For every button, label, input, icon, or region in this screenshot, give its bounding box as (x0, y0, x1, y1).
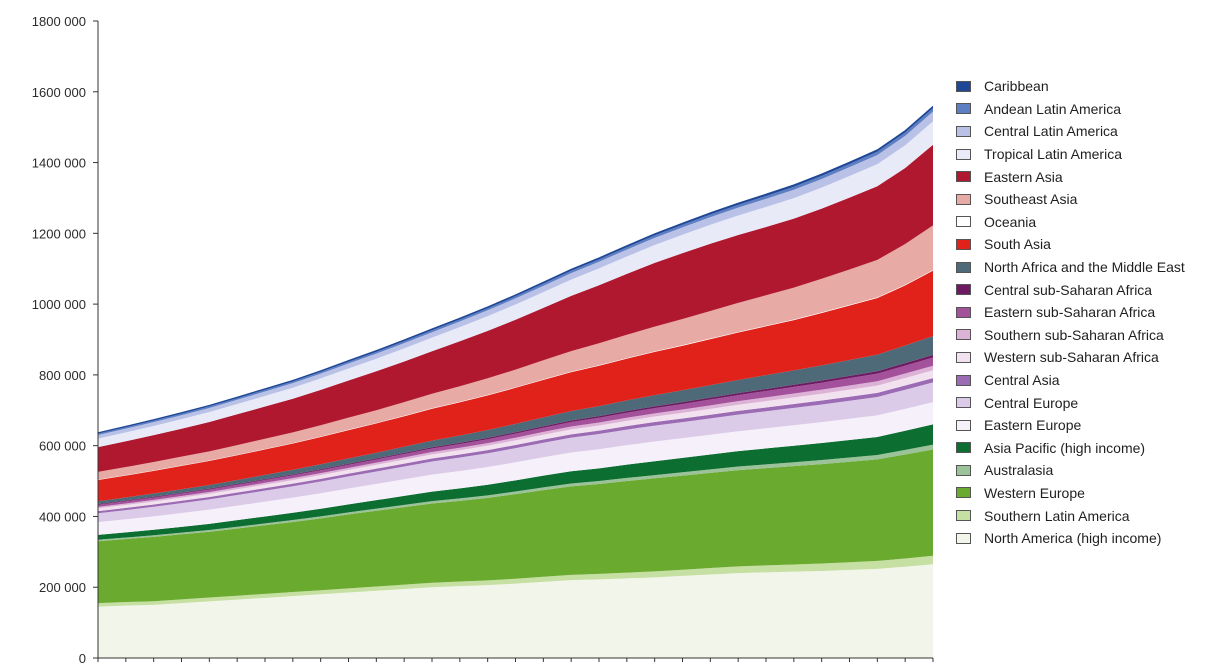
area-central-europe (98, 382, 933, 523)
y-tick-label: 1800 000 (32, 14, 86, 29)
legend-item: Southern sub-Saharan Africa (956, 324, 1218, 347)
legend-label: Andean Latin America (984, 100, 1121, 117)
legend-swatch (956, 148, 971, 160)
legend-label: Eastern Asia (984, 168, 1063, 185)
legend-item: Southeast Asia (956, 188, 1218, 211)
legend-label: Eastern sub-Saharan Africa (984, 304, 1156, 321)
area-australasia (98, 444, 933, 542)
legend-item: Eastern Asia (956, 165, 1218, 188)
area-series-group (98, 105, 933, 658)
legend-item: Tropical Latin America (956, 143, 1218, 166)
legend-label: Western Europe (984, 484, 1085, 501)
legend-item: Oceania (956, 211, 1218, 234)
legend-label: Eastern Europe (984, 417, 1082, 434)
legend-label: Western sub-Saharan Africa (984, 349, 1159, 366)
legend-item: Southern Latin America (956, 504, 1218, 527)
legend-item: Central Latin America (956, 120, 1218, 143)
legend-swatch (956, 216, 971, 228)
y-tick-label: 800 000 (39, 368, 86, 383)
legend-swatch (956, 351, 971, 363)
legend-item: Central Asia (956, 369, 1218, 392)
y-tick-label: 0 (79, 651, 86, 663)
legend-label: Central Europe (984, 394, 1079, 411)
legend-swatch (956, 442, 971, 454)
area-western-sub-saharan-africa (98, 370, 933, 512)
legend-item: Eastern sub-Saharan Africa (956, 301, 1218, 324)
legend-swatch (956, 464, 971, 476)
legend-label: Caribbean (984, 78, 1049, 95)
legend-label: South Asia (984, 236, 1051, 253)
area-south-asia (98, 270, 933, 502)
legend-swatch (956, 510, 971, 522)
legend-item: Central sub-Saharan Africa (956, 278, 1218, 301)
legend-item: Eastern Europe (956, 414, 1218, 437)
legend-label: Australasia (984, 462, 1054, 479)
legend-swatch (956, 125, 971, 137)
legend-label: Southern sub-Saharan Africa (984, 326, 1164, 343)
legend-item: Central Europe (956, 391, 1218, 414)
area-asia-pacific-high-income (98, 424, 933, 540)
legend-swatch (956, 261, 971, 273)
area-eastern-europe (98, 402, 933, 535)
legend-label: North America (high income) (984, 530, 1162, 547)
legend-swatch (956, 193, 971, 205)
y-tick-label: 1000 000 (32, 297, 86, 312)
y-tick-label: 400 000 (39, 509, 86, 524)
legend-item: Western sub-Saharan Africa (956, 346, 1218, 369)
legend-swatch (956, 329, 971, 341)
legend-swatch (956, 374, 971, 386)
y-tick-label: 200 000 (39, 580, 86, 595)
legend-swatch (956, 532, 971, 544)
legend-item: Asia Pacific (high income) (956, 437, 1218, 460)
y-tick-label: 1600 000 (32, 85, 86, 100)
legend-label: Central sub-Saharan Africa (984, 281, 1153, 298)
legend-item: Western Europe (956, 482, 1218, 505)
legend-label: Asia Pacific (high income) (984, 439, 1146, 456)
legend-label: Tropical Latin America (984, 146, 1122, 163)
legend-label: Central Asia (984, 372, 1060, 389)
legend-label: North Africa and the Middle East (984, 259, 1185, 276)
y-tick-label: 1200 000 (32, 226, 86, 241)
legend-item: North America (high income) (956, 527, 1218, 550)
y-tick-label: 1400 000 (32, 156, 86, 171)
legend-label: Southern Latin America (984, 507, 1130, 524)
legend-item: North Africa and the Middle East (956, 256, 1218, 279)
legend-swatch (956, 306, 971, 318)
legend: Caribbean Andean Latin America Central Lat… (956, 75, 1218, 549)
legend-swatch (956, 284, 971, 296)
legend-swatch (956, 419, 971, 431)
area-central-asia (98, 378, 933, 514)
legend-label: Oceania (984, 213, 1037, 230)
legend-label: Central Latin America (984, 123, 1118, 140)
legend-swatch (956, 103, 971, 115)
y-axis: 0 200 000 400 000 600 000 800 000 1000 000 120… (32, 14, 99, 663)
legend-item: Andean Latin America (956, 98, 1218, 121)
legend-swatch (956, 397, 971, 409)
area-western-europe (98, 449, 933, 604)
legend-swatch (956, 80, 971, 92)
legend-item: Caribbean (956, 75, 1218, 98)
x-axis (97, 657, 934, 662)
legend-swatch (956, 238, 971, 250)
area-north-america-high-income (98, 564, 933, 658)
area-eastern-asia (98, 144, 933, 472)
legend-item: Australasia (956, 459, 1218, 482)
y-tick-label: 600 000 (39, 439, 86, 454)
legend-label: Southeast Asia (984, 191, 1078, 208)
legend-swatch (956, 487, 971, 499)
legend-swatch (956, 171, 971, 183)
legend-item: South Asia (956, 233, 1218, 256)
area-southern-latin-america (98, 555, 933, 607)
